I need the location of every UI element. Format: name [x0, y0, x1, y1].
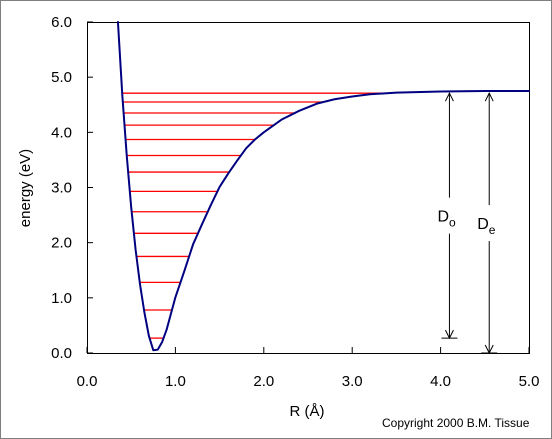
De-label-main: D [477, 216, 489, 233]
D0-label-main: D [437, 209, 449, 226]
x-tick-label: 4.0 [430, 373, 451, 390]
y-tick-label: 1.0 [51, 290, 72, 307]
D0-label: Do [437, 209, 456, 230]
x-tick-label: 0.0 [77, 373, 98, 390]
x-tick-label: 1.0 [165, 373, 186, 390]
vibrational-levels [122, 92, 388, 339]
copyright-text: Copyright 2000 B.M. Tissue [382, 416, 530, 430]
potential-energy-curve [116, 21, 530, 352]
y-axis-label: energy (eV) [17, 149, 34, 227]
y-tick-label: 0.0 [51, 345, 72, 362]
y-tick-label: 6.0 [51, 14, 72, 31]
D0-label-subscript: o [449, 216, 456, 230]
potential-curve-group [116, 21, 530, 352]
y-tick-label: 2.0 [51, 235, 72, 252]
x-tick-label: 2.0 [253, 373, 274, 390]
De-label-subscript: e [489, 223, 496, 237]
x-tick-label: 5.0 [519, 373, 540, 390]
De-label: De [477, 216, 496, 237]
y-axis-ticks: 0.0 1.0 2.0 3.0 4.0 5.0 6.0 [51, 14, 93, 362]
arrow-head [444, 92, 454, 102]
x-tick-label: 3.0 [342, 373, 363, 390]
y-tick-label: 5.0 [51, 69, 72, 86]
y-tick-label: 3.0 [51, 180, 72, 197]
x-axis-ticks: 0.0 1.0 2.0 3.0 4.0 5.0 [77, 347, 540, 390]
x-axis-label: R (Å) [290, 403, 325, 420]
y-tick-label: 4.0 [51, 124, 72, 141]
dissociation-annotations: Do De [437, 92, 498, 355]
arrow-head [484, 92, 494, 102]
